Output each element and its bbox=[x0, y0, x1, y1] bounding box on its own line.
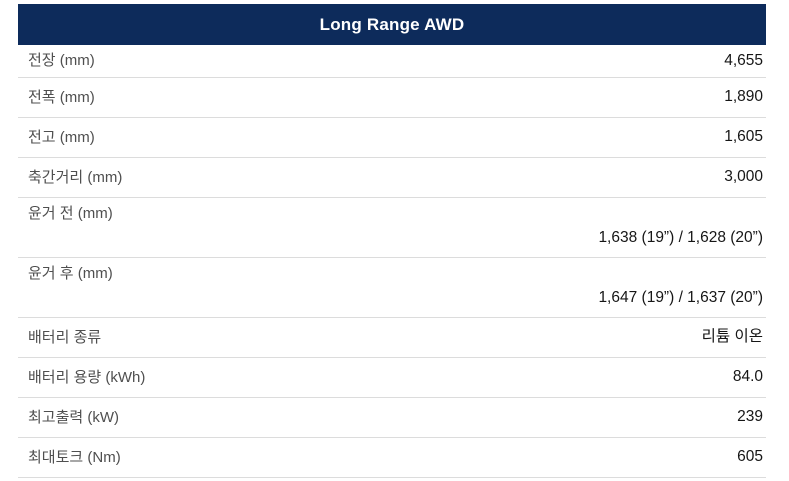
row-label: 전폭 (mm) bbox=[28, 88, 95, 106]
row-value: 84.0 bbox=[732, 368, 763, 386]
variant-title: Long Range AWD bbox=[319, 14, 465, 34]
row-value: 1,647 (19”) / 1,637 (20”) bbox=[598, 289, 763, 307]
table-row: 축간거리 (mm) 3,000 bbox=[18, 158, 766, 198]
row-label: 윤거 후 (mm) bbox=[28, 265, 113, 282]
row-label: 윤거 전 (mm) bbox=[28, 205, 113, 222]
row-label: 배터리 용량 (kWh) bbox=[28, 368, 146, 386]
table-row: 윤거 후 (mm) 1,647 (19”) / 1,637 (20”) bbox=[18, 258, 766, 318]
spec-table: 전장 (mm) 4,655 전폭 (mm) 1,890 전고 (mm) 1,60… bbox=[18, 45, 766, 478]
table-row: 전장 (mm) 4,655 bbox=[18, 45, 766, 78]
row-value: 1,638 (19”) / 1,628 (20”) bbox=[598, 229, 763, 247]
table-row: 최고출력 (kW) 239 bbox=[18, 398, 766, 438]
table-row: 배터리 용량 (kWh) 84.0 bbox=[18, 358, 766, 398]
row-label: 배터리 종류 bbox=[28, 328, 102, 346]
variant-header: Long Range AWD bbox=[18, 4, 766, 45]
table-row: 전고 (mm) 1,605 bbox=[18, 118, 766, 158]
table-row: 윤거 전 (mm) 1,638 (19”) / 1,628 (20”) bbox=[18, 198, 766, 258]
row-label: 축간거리 (mm) bbox=[28, 168, 123, 186]
row-value: 239 bbox=[737, 408, 763, 426]
row-value: 리튬 이온 bbox=[701, 328, 763, 346]
table-row: 배터리 종류 리튬 이온 bbox=[18, 318, 766, 358]
row-label: 최대토크 (Nm) bbox=[28, 448, 121, 466]
row-label: 전장 (mm) bbox=[28, 52, 95, 69]
row-value: 4,655 bbox=[724, 51, 763, 69]
row-label: 전고 (mm) bbox=[28, 128, 95, 146]
row-value: 1,605 bbox=[724, 128, 763, 146]
row-value: 3,000 bbox=[724, 168, 763, 186]
row-value: 605 bbox=[737, 448, 763, 466]
row-value: 1,890 bbox=[724, 88, 763, 106]
table-row: 최대토크 (Nm) 605 bbox=[18, 438, 766, 478]
row-label: 최고출력 (kW) bbox=[28, 408, 120, 426]
table-row: 전폭 (mm) 1,890 bbox=[18, 78, 766, 118]
